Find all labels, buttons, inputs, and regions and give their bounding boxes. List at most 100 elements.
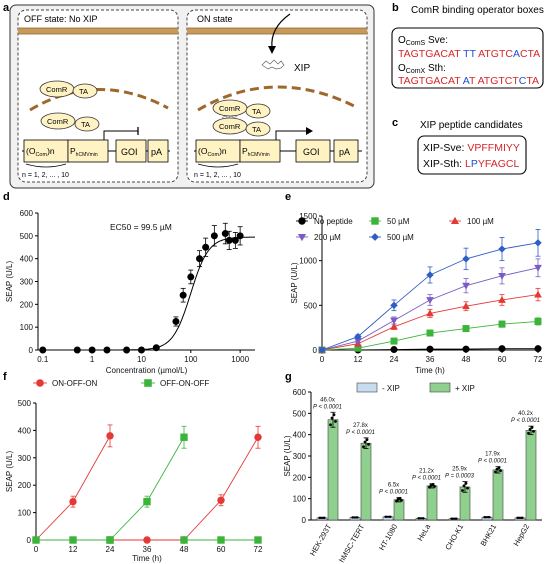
panel-a-schematic: OFF state: No XIP ON state XIP ComR TA C… xyxy=(9,4,375,189)
x-axis-label: Concentration (µmol/L) xyxy=(106,366,188,375)
replicate-dot xyxy=(400,498,403,502)
replicate-dot xyxy=(354,516,358,519)
data-point xyxy=(426,309,434,317)
p-value-label: P < 0.0001 xyxy=(511,418,540,424)
x-tick-label: 0 xyxy=(320,355,325,364)
legend-label: OFF-ON-OFF xyxy=(160,379,209,388)
p-value-label: P < 0.0001 xyxy=(346,430,375,436)
operator-base-run: TA xyxy=(526,75,539,87)
category-label: HeLa xyxy=(415,522,432,543)
x-tick-label: 0.1 xyxy=(37,355,49,364)
data-point xyxy=(69,497,77,506)
y-tick-label: 100 xyxy=(18,509,32,518)
y-tick-label: 300 xyxy=(18,454,32,463)
replicate-dot xyxy=(464,481,468,485)
y-tick-label: 500 xyxy=(304,301,318,310)
operator-box xyxy=(391,27,544,89)
legend-item: 50 µM xyxy=(369,217,410,226)
category-label: CHO-K1 xyxy=(443,523,465,552)
replicate-dot xyxy=(530,426,534,429)
off-comr-ta-cyto: ComR TA xyxy=(39,80,98,99)
y-tick-label: 600 xyxy=(20,209,34,218)
fold-change-label: 27.8x xyxy=(353,423,368,429)
chart-e-kinetics: 0 500 1000 1500 0 12 24 36 48 60 72 Time (h) SEAP (U… xyxy=(290,212,543,375)
goi-label: GOI xyxy=(303,147,320,157)
legend-marker xyxy=(36,379,44,387)
data-point xyxy=(106,432,114,440)
pmin-label: PhCMVmin xyxy=(70,146,98,158)
data-point xyxy=(426,297,434,305)
x-tick-label: 0 xyxy=(34,545,39,554)
xip-peptide-icon xyxy=(261,59,285,70)
y-axis-label: SEAP (U/L) xyxy=(283,435,292,477)
category-label: BHK21 xyxy=(479,523,499,548)
off-comr-ta-nuclear: ComR TA xyxy=(40,112,100,132)
ta-label: TA xyxy=(252,107,261,116)
operator-base-run: T xyxy=(469,75,476,87)
data-point xyxy=(180,433,188,441)
data-point xyxy=(390,317,398,325)
off-membrane xyxy=(18,28,178,34)
operator-base-run: A xyxy=(513,48,520,60)
data-point xyxy=(462,302,470,310)
peptide-residue-run: FAGCL xyxy=(485,158,520,170)
x-axis-label: Time (h) xyxy=(415,366,445,375)
replicate-dot xyxy=(385,515,389,518)
bar-plus-xip xyxy=(360,442,372,521)
replicate-dot xyxy=(495,467,499,471)
legend-marker xyxy=(371,217,379,225)
legend-label: 100 µM xyxy=(467,217,494,226)
data-point xyxy=(137,346,145,354)
panel-letter-c: c xyxy=(392,117,398,129)
replicate-dot xyxy=(398,496,402,500)
on-dna-construct: (OCom)n PhCMVmin GOI pA n = 1, 2, ... , … xyxy=(194,127,362,179)
x-tick-label: 60 xyxy=(217,545,226,554)
replicate-dot xyxy=(462,484,466,488)
on-membrane xyxy=(187,28,367,34)
replicate-dot xyxy=(527,431,530,435)
data-point xyxy=(462,255,470,263)
x-tick-label: 1000 xyxy=(231,355,249,364)
comr-label: ComR xyxy=(47,117,69,126)
replicate-dot xyxy=(431,483,435,486)
replicate-dot xyxy=(365,438,369,441)
replicate-dot xyxy=(499,469,502,472)
fold-change-label: 21.2x xyxy=(419,469,434,475)
replicate-dot xyxy=(428,485,431,489)
data-point xyxy=(390,337,398,345)
panel-letter-f: f xyxy=(3,371,7,383)
replicate-dot xyxy=(466,486,469,490)
legend-item: 500 µM xyxy=(369,233,414,242)
legend-swatch xyxy=(356,382,378,393)
panel-b-operators: ComR binding operator boxes OComS Sve: T… xyxy=(391,5,544,89)
y-tick-label: 400 xyxy=(18,426,32,435)
data-point xyxy=(143,497,151,506)
data-point xyxy=(498,320,506,328)
ta-label: TA xyxy=(81,120,90,129)
legend-marker xyxy=(297,233,307,242)
replicate-dot xyxy=(519,516,523,520)
replicate-dot xyxy=(367,443,370,446)
peptide-box xyxy=(417,135,527,175)
on-cell xyxy=(186,9,368,183)
replicate-dot xyxy=(494,470,497,474)
operator-base-run: A xyxy=(463,75,470,87)
off-cell xyxy=(17,9,179,183)
data-point xyxy=(354,332,362,341)
activation-arrow xyxy=(306,127,313,135)
data-point xyxy=(498,245,506,253)
comr-label: ComR xyxy=(46,85,68,94)
p-value-label: P < 0.0001 xyxy=(412,476,441,482)
replicate-dot xyxy=(461,489,464,492)
operator-base-run: ATGTCT xyxy=(475,75,519,87)
peptide-residue-run: Y xyxy=(478,158,485,170)
pmin-label: PhCMVmin xyxy=(242,146,270,158)
legend-item: 200 µM xyxy=(296,233,341,242)
y-tick-label: 200 xyxy=(18,481,32,490)
legend-item: - XIP xyxy=(356,382,400,393)
y-tick-label: 100 xyxy=(20,323,34,332)
peptide-row-sve: XIP-Sve: VPFFMIYY xyxy=(423,142,520,154)
data-point xyxy=(225,236,233,244)
legend-marker xyxy=(371,233,379,241)
